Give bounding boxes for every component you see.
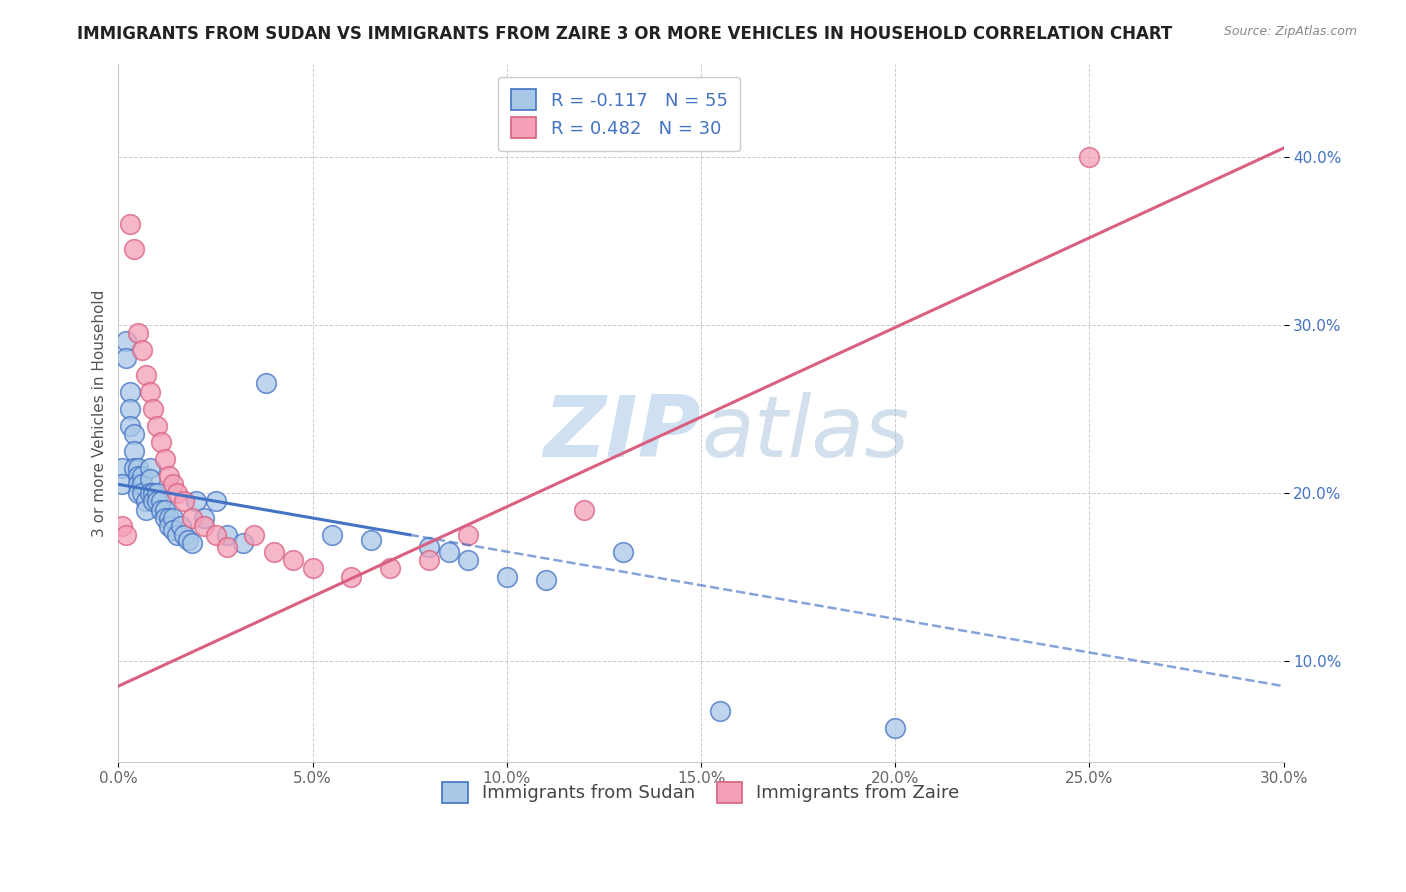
Point [243, 528, 266, 542]
Point [150, 502, 173, 516]
Point [418, 553, 440, 567]
Point [495, 570, 517, 584]
Point [115, 528, 138, 542]
Point [120, 217, 142, 231]
Point [135, 502, 157, 516]
Point [193, 519, 215, 533]
Point [254, 376, 277, 391]
Y-axis label: 3 or more Vehicles in Household: 3 or more Vehicles in Household [93, 289, 107, 537]
Point [111, 519, 134, 533]
Point [193, 511, 215, 525]
Point [884, 721, 907, 735]
Point [418, 540, 440, 554]
Point [127, 469, 149, 483]
Point [153, 452, 176, 467]
Point [184, 494, 207, 508]
Point [162, 511, 184, 525]
Point [111, 460, 134, 475]
Point [157, 469, 180, 483]
Point [127, 485, 149, 500]
Point [150, 435, 173, 450]
Point [177, 533, 200, 547]
Point [138, 472, 160, 486]
Point [173, 494, 195, 508]
Point [122, 460, 145, 475]
Text: atlas: atlas [702, 392, 910, 475]
Point [283, 553, 305, 567]
Point [122, 242, 145, 256]
Point [457, 528, 479, 542]
Point [120, 418, 142, 433]
Point [122, 443, 145, 458]
Point [217, 540, 239, 554]
Point [142, 494, 165, 508]
Point [181, 536, 204, 550]
Point [127, 477, 149, 491]
Point [120, 384, 142, 399]
Point [166, 528, 188, 542]
Point [135, 368, 157, 383]
Point [166, 485, 188, 500]
Point [142, 485, 165, 500]
Point [138, 460, 160, 475]
Point [131, 485, 153, 500]
Point [131, 477, 153, 491]
Point [146, 494, 169, 508]
Point [135, 494, 157, 508]
Point [150, 494, 173, 508]
Point [360, 533, 382, 547]
Point [127, 326, 149, 340]
Point [232, 536, 254, 550]
Point [1078, 149, 1101, 163]
Point [157, 511, 180, 525]
Point [115, 351, 138, 366]
Point [153, 502, 176, 516]
Point [146, 485, 169, 500]
Point [173, 528, 195, 542]
Point [127, 460, 149, 475]
Point [111, 477, 134, 491]
Point [181, 511, 204, 525]
Point [437, 544, 460, 558]
Point [263, 544, 285, 558]
Text: ZIP: ZIP [543, 392, 702, 475]
Point [204, 528, 226, 542]
Point [153, 511, 176, 525]
Point [217, 528, 239, 542]
Point [122, 426, 145, 441]
Point [534, 573, 557, 587]
Point [457, 553, 479, 567]
Point [131, 343, 153, 357]
Point [169, 519, 191, 533]
Point [380, 561, 402, 575]
Point [162, 523, 184, 537]
Point [146, 418, 169, 433]
Point [131, 469, 153, 483]
Point [612, 544, 634, 558]
Point [142, 401, 165, 416]
Point [574, 502, 596, 516]
Point [115, 334, 138, 349]
Point [120, 401, 142, 416]
Point [340, 570, 363, 584]
Text: IMMIGRANTS FROM SUDAN VS IMMIGRANTS FROM ZAIRE 3 OR MORE VEHICLES IN HOUSEHOLD C: IMMIGRANTS FROM SUDAN VS IMMIGRANTS FROM… [77, 25, 1173, 43]
Point [301, 561, 323, 575]
Point [162, 477, 184, 491]
Point [138, 485, 160, 500]
Text: Source: ZipAtlas.com: Source: ZipAtlas.com [1223, 25, 1357, 38]
Point [157, 519, 180, 533]
Point [709, 704, 731, 718]
Point [138, 384, 160, 399]
Point [321, 528, 343, 542]
Point [204, 494, 226, 508]
Legend: Immigrants from Sudan, Immigrants from Zaire: Immigrants from Sudan, Immigrants from Z… [430, 770, 973, 815]
